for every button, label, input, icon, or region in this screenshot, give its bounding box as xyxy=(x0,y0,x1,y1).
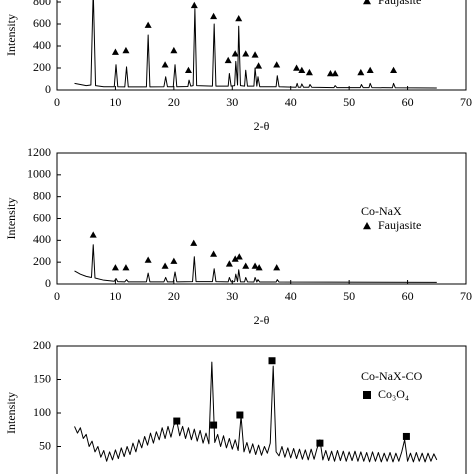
sample-label: Co-NaX xyxy=(361,204,402,218)
legend-label: Co₃O₄ xyxy=(378,387,409,401)
peak-marker xyxy=(161,61,169,68)
y-tick-label: 800 xyxy=(33,188,51,202)
y-tick-label: 0 xyxy=(45,276,51,290)
peak-marker xyxy=(170,46,178,54)
x-tick-label: 10 xyxy=(109,289,121,303)
legend-symbol xyxy=(363,222,371,230)
peak-marker xyxy=(190,239,198,246)
peak-marker xyxy=(184,66,192,73)
y-tick-label: 50 xyxy=(39,438,51,452)
peak-marker xyxy=(144,21,152,28)
peak-marker xyxy=(224,56,232,64)
x-axis-label: 2-θ xyxy=(254,119,270,133)
xrd-line xyxy=(74,0,437,89)
peak-marker xyxy=(235,15,243,22)
peak-marker xyxy=(326,70,334,77)
x-tick-label: 50 xyxy=(343,289,355,303)
peak-marker xyxy=(231,255,239,262)
peak-marker xyxy=(390,66,398,73)
peak-marker xyxy=(255,62,263,69)
x-tick-label: 20 xyxy=(168,95,180,109)
peak-marker xyxy=(298,66,306,73)
legend-symbol xyxy=(363,391,371,399)
y-tick-label: 100 xyxy=(33,405,51,419)
plot-frame xyxy=(56,0,467,91)
peak-marker xyxy=(161,262,169,269)
y-tick-label: 200 xyxy=(33,60,51,74)
x-tick-label: 50 xyxy=(343,95,355,109)
peak-marker xyxy=(210,250,218,257)
y-tick-label: 400 xyxy=(33,232,51,246)
y-tick-label: 600 xyxy=(33,210,51,224)
x-tick-label: 70 xyxy=(460,95,472,109)
legend-label: Faujasite xyxy=(378,218,421,232)
peak-marker xyxy=(305,68,313,76)
peak-marker xyxy=(268,357,276,365)
y-tick-label: 1000 xyxy=(27,167,51,181)
x-tick-label: 40 xyxy=(285,95,297,109)
y-tick-label: 600 xyxy=(33,16,51,30)
peak-marker xyxy=(111,264,119,271)
x-tick-label: 0 xyxy=(54,95,60,109)
peak-marker xyxy=(170,257,178,264)
x-tick-label: 30 xyxy=(226,95,238,109)
y-tick-label: 0 xyxy=(45,82,51,96)
y-tick-label: 1200 xyxy=(27,145,51,159)
peak-marker xyxy=(225,260,233,267)
peak-marker xyxy=(236,411,244,419)
x-tick-label: 0 xyxy=(54,289,60,303)
peak-marker xyxy=(210,12,218,20)
peak-marker xyxy=(251,51,259,58)
y-tick-label: 400 xyxy=(33,38,51,52)
peak-marker xyxy=(173,417,181,425)
peak-marker xyxy=(235,253,243,260)
peak-marker xyxy=(331,70,339,77)
peak-marker xyxy=(357,68,365,76)
peak-marker xyxy=(242,262,250,269)
legend-symbol xyxy=(363,0,371,5)
peak-marker xyxy=(293,64,301,71)
x-tick-label: 30 xyxy=(226,289,238,303)
x-tick-label: 10 xyxy=(109,95,121,109)
y-tick-label: 800 xyxy=(33,0,51,8)
x-tick-label: 20 xyxy=(168,289,180,303)
y-axis-label: Intensity xyxy=(4,14,18,56)
y-axis-label: Intensity xyxy=(4,198,18,240)
peak-marker xyxy=(122,264,130,271)
peak-marker xyxy=(273,61,281,68)
peak-marker xyxy=(242,50,250,57)
peak-marker xyxy=(251,262,259,269)
peak-marker xyxy=(111,48,119,55)
peak-marker xyxy=(89,231,97,238)
x-tick-label: 60 xyxy=(402,95,414,109)
y-tick-label: 200 xyxy=(33,338,51,352)
x-tick-label: 70 xyxy=(460,289,472,303)
xrd-line xyxy=(74,361,438,463)
peak-marker xyxy=(144,256,152,263)
x-axis-label: 2-θ xyxy=(254,313,270,327)
peak-marker xyxy=(255,264,263,271)
peak-marker xyxy=(402,432,410,440)
peak-marker xyxy=(366,66,374,73)
y-axis-label: Intensity xyxy=(4,392,18,434)
peak-marker xyxy=(122,46,130,54)
x-tick-label: 60 xyxy=(402,289,414,303)
peak-marker xyxy=(231,50,239,57)
xrd-line xyxy=(74,244,437,283)
peak-marker xyxy=(210,421,218,429)
y-tick-label: 150 xyxy=(33,371,51,385)
peak-marker xyxy=(273,264,281,271)
sample-label: Co-NaX-CO xyxy=(361,369,423,383)
y-tick-label: 200 xyxy=(33,254,51,268)
legend-label: Faujasite xyxy=(378,0,421,7)
peak-marker xyxy=(316,439,324,447)
peak-marker xyxy=(190,1,198,9)
x-tick-label: 40 xyxy=(285,289,297,303)
